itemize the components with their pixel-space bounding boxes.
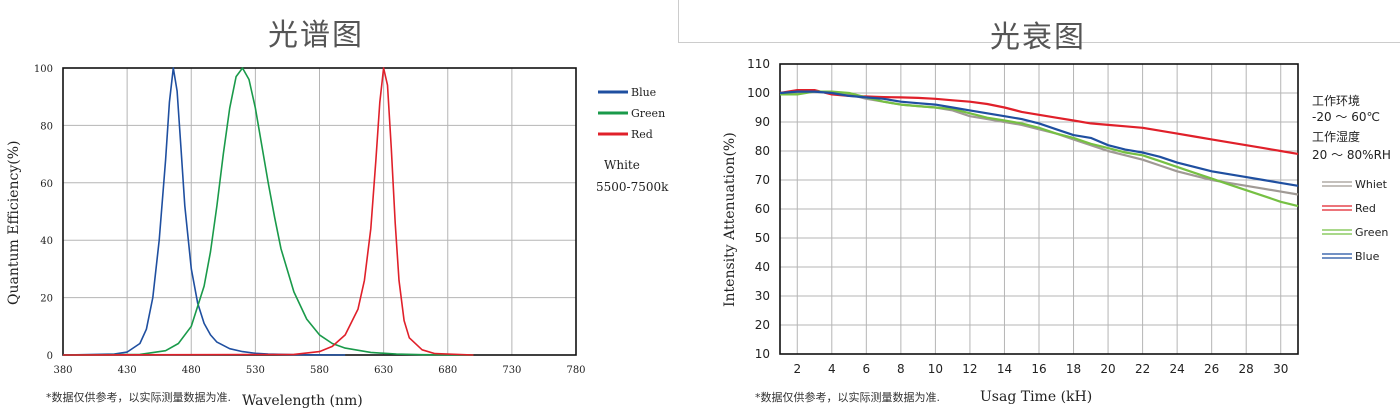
y-tick-label: 60: [755, 202, 770, 216]
spectrum-y-axis-label: Quantum Efficiency(%): [6, 140, 22, 305]
y-tick-label: 60: [40, 179, 53, 190]
series-line-blue: [779, 90, 1299, 187]
x-tick-label: 4: [828, 362, 836, 376]
y-tick-label: 40: [755, 260, 770, 274]
y-tick-label: 20: [40, 294, 53, 305]
x-tick-label: 680: [438, 365, 457, 376]
x-tick-label: 2: [793, 362, 801, 376]
y-tick-label: 100: [747, 86, 770, 100]
x-tick-label: 8: [897, 362, 905, 376]
attenuation-panel: 光衰图 2 4 6 8 10 12 14 16 18 20 22 24 26 28 30 10 20 30 40 50…: [700, 0, 1400, 414]
humidity-range: 20 ～ 80%RH: [1312, 148, 1391, 162]
x-tick-label: 16: [1031, 362, 1046, 376]
x-tick-label: 380: [53, 365, 72, 376]
legend-label-red: Red: [1355, 202, 1376, 215]
y-tick-label: 70: [755, 173, 770, 187]
y-tick-label: 110: [747, 57, 770, 71]
series-line-blue: [62, 67, 346, 356]
x-tick-label: 480: [182, 365, 201, 376]
env-title: 工作环境: [1312, 94, 1361, 108]
x-tick-label: 30: [1273, 362, 1288, 376]
attenuation-x-axis-label: Usag Time (kH): [980, 389, 1093, 405]
series-line-green: [62, 67, 474, 356]
x-tick-label: 28: [1239, 362, 1254, 376]
spectrum-title: 光谱图: [268, 18, 364, 53]
white-label: White: [604, 158, 640, 172]
y-tick-label: 30: [755, 289, 770, 303]
x-tick-label: 530: [246, 365, 265, 376]
x-tick-label: 24: [1169, 362, 1184, 376]
env-temp-range: -20 ～ 60℃: [1312, 110, 1380, 124]
attenuation-y-axis-label: Intensity Attenuation(%): [722, 132, 738, 307]
x-tick-label: 10: [928, 362, 943, 376]
y-tick-label: 90: [755, 115, 770, 129]
x-tick-label: 12: [962, 362, 977, 376]
y-tick-label: 80: [755, 144, 770, 158]
y-tick-label: 20: [755, 318, 770, 332]
x-tick-label: 780: [566, 365, 585, 376]
y-tick-label: 10: [755, 347, 770, 361]
y-tick-label: 100: [34, 64, 53, 75]
x-tick-label: 14: [997, 362, 1012, 376]
attenuation-disclaimer: *数据仅供参考，以实际测量数据为准.: [755, 391, 940, 404]
legend-label-green: Green: [1355, 226, 1388, 239]
x-tick-label: 6: [863, 362, 871, 376]
legend-label-red: Red: [631, 128, 653, 141]
attenuation-title: 光衰图: [990, 20, 1086, 55]
series-line-whiet: [780, 90, 1299, 196]
spectrum-panel: 光谱图 380 430 480 530 580 630 680 730 780 0 20 40 60 80…: [0, 0, 690, 414]
x-tick-label: 22: [1135, 362, 1150, 376]
spectrum-disclaimer: *数据仅供参考，以实际测量数据为准.: [46, 391, 231, 404]
x-tick-label: 730: [502, 365, 521, 376]
x-tick-label: 20: [1100, 362, 1115, 376]
attenuation-chart: 2 4 6 8 10 12 14 16 18 20 22 24 26 28 3010203040506070…: [747, 57, 1388, 376]
y-tick-label: 80: [40, 121, 53, 132]
plot-frame: [779, 63, 1299, 355]
legend-label-blue: Blue: [1355, 250, 1380, 263]
y-tick-label: 0: [47, 351, 53, 362]
x-tick-label: 26: [1204, 362, 1219, 376]
x-tick-label: 18: [1066, 362, 1081, 376]
humidity-title: 工作湿度: [1312, 130, 1361, 144]
legend-label-green: Green: [631, 107, 665, 120]
x-tick-label: 430: [118, 365, 137, 376]
y-tick-label: 50: [755, 231, 770, 245]
x-tick-label: 580: [310, 365, 329, 376]
series-line-red: [62, 67, 474, 356]
header-divider: [678, 0, 1400, 43]
x-tick-label: 630: [374, 365, 393, 376]
white-cct-range: 5500-7500k: [596, 180, 669, 194]
spectrum-x-axis-label: Wavelength (nm): [242, 393, 363, 409]
legend-label-blue: Blue: [631, 86, 656, 99]
y-tick-label: 40: [40, 236, 53, 247]
legend-label-whiet: Whiet: [1355, 178, 1388, 191]
spectrum-chart: 380 430 480 530 580 630 680 730 780 0 20 40 60 80 100 B…: [34, 64, 665, 376]
